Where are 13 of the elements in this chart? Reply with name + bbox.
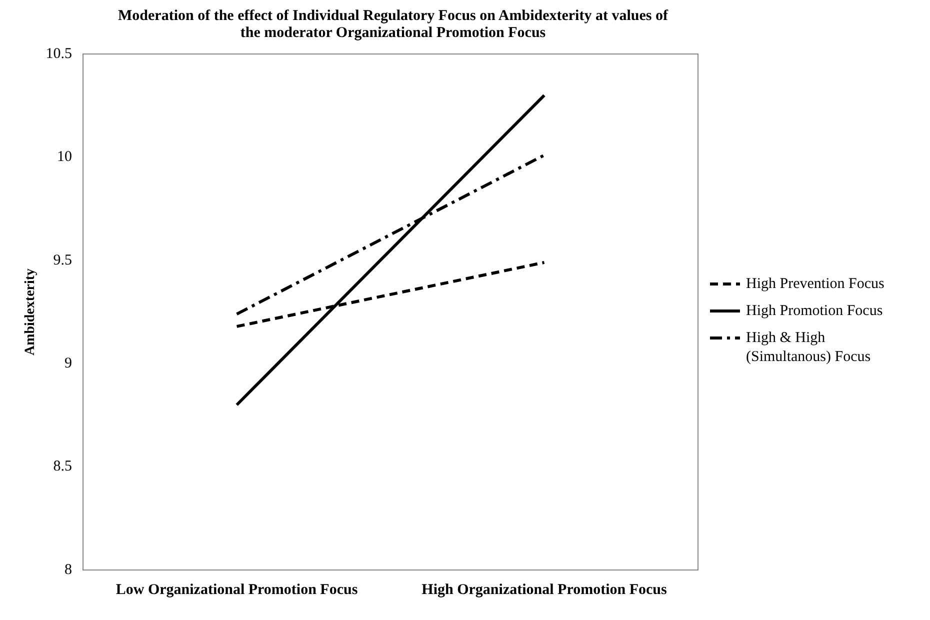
y-tick-label: 8	[64, 562, 72, 578]
legend-label: High Promotion Focus	[746, 302, 883, 321]
y-tick-label: 9	[64, 356, 72, 372]
y-axis-title: Ambidexterity	[23, 268, 38, 356]
legend-label: High Prevention Focus	[746, 275, 884, 294]
y-tick-label: 9.5	[53, 252, 72, 268]
chart-title: Moderation of the effect of Individual Regulatory Focus on Ambidexterity at values of the moderator Organizational Promotion Focus	[117, 8, 670, 42]
y-tick-label: 8.5	[53, 458, 72, 475]
x-tick-label: Low Organizational Promotion Focus	[116, 582, 358, 598]
y-tick-label: 10.5	[46, 46, 72, 62]
x-tick-label: High Organizational Promotion Focus	[422, 582, 667, 598]
y-tick-label: 10	[57, 149, 72, 166]
legend-label: High & High (Simultanous) Focus	[746, 329, 872, 367]
